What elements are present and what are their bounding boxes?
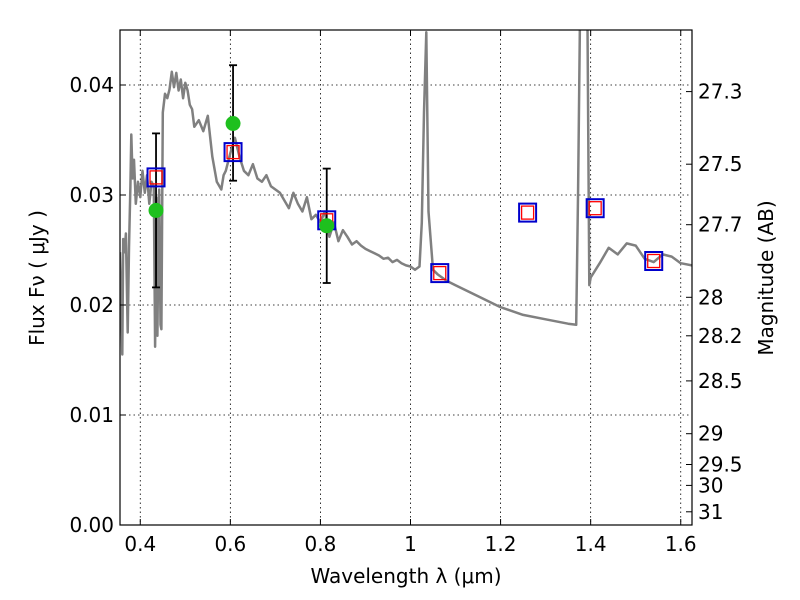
- y2-tick-label: 31: [698, 500, 723, 524]
- model-band-point: [430, 263, 450, 284]
- x-tick-label: 1: [404, 532, 417, 556]
- y2-tick-label: 27.7: [698, 213, 743, 237]
- observed-point: [225, 116, 241, 131]
- y2-tick-label: 28.2: [698, 324, 743, 348]
- y2-tick-label: 30: [698, 473, 723, 497]
- x-tick-label: 0.8: [305, 532, 337, 556]
- plot-area: [120, 30, 692, 356]
- model-band-point-inner: [149, 170, 163, 185]
- model-band-point-inner: [647, 253, 661, 269]
- x-tick-label: 1.6: [665, 532, 697, 556]
- model-band-point-inner: [433, 265, 447, 281]
- x-tick-label: 0.4: [124, 532, 156, 556]
- x-tick-label: 0.6: [214, 532, 246, 556]
- x-tick-label: 1.2: [485, 532, 517, 556]
- plot-background: [120, 30, 692, 525]
- y2-tick-label: 29.5: [698, 453, 743, 477]
- model-band-point: [518, 202, 538, 223]
- y2-tick-label: 29: [698, 422, 723, 446]
- plot-frame: [119, 29, 693, 526]
- model-band-point-inner: [588, 201, 602, 216]
- y-tick-label: 0.00: [69, 513, 114, 537]
- y2-tick-label: 28: [698, 285, 723, 309]
- grid-lines: [120, 30, 692, 525]
- y2-tick-label: 27.5: [698, 152, 743, 176]
- observed-point: [148, 202, 164, 218]
- model-band-point-inner: [226, 144, 240, 160]
- y-tick-label: 0.02: [69, 293, 114, 317]
- x-axis-label: Wavelength λ (μm): [310, 564, 501, 588]
- model-band-point-inner: [520, 205, 535, 220]
- y-axis-label: Flux Fν ( μJy ): [25, 210, 49, 346]
- y-tick-label: 0.04: [69, 73, 114, 97]
- model-band-point: [223, 142, 243, 163]
- y-tick-label: 0.03: [69, 183, 114, 207]
- y2-tick-label: 28.5: [698, 369, 743, 393]
- model-band-point: [585, 198, 605, 219]
- model-band-point: [146, 167, 166, 188]
- model-band-point: [644, 251, 664, 271]
- x-tick-label: 1.4: [575, 532, 607, 556]
- y2-axis-label: Magnitude (AB): [754, 200, 778, 355]
- observed-point: [319, 218, 335, 234]
- y2-tick-label: 27.3: [698, 80, 743, 104]
- axes: 0.4 0.6 0.8 1 1.2 1.4 1.6 0.00 0.01 0.02 0.03 0.04 2…: [69, 30, 743, 556]
- y-tick-label: 0.01: [69, 403, 114, 427]
